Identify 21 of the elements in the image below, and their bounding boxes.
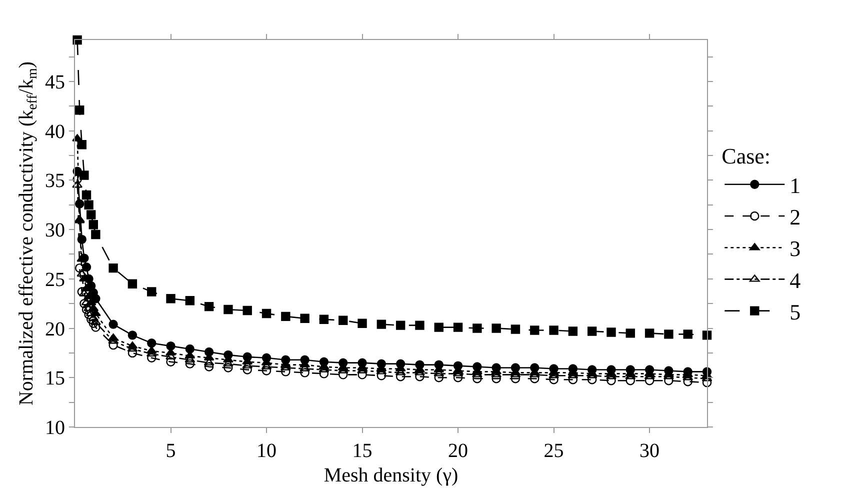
x-tick-label: 20 [448,440,468,462]
x-axis-title: Mesh density (γ) [324,464,458,486]
x-tick-label: 10 [256,440,277,462]
legend-label: 3 [790,236,801,262]
legend-label: 5 [790,299,801,324]
x-tick-label: 30 [640,440,660,462]
y-tick-label: 20 [45,318,65,340]
y-tick-label: 15 [45,368,65,390]
x-tick-label: 25 [544,440,564,462]
x-tick-label: 5 [166,440,176,462]
y-tick-label: 30 [45,220,65,242]
legend-label: 1 [790,172,801,198]
legend-label: 2 [790,204,801,230]
y-tick-label: 45 [45,71,65,94]
legend-label: 4 [790,268,801,293]
y-tick-label: 10 [45,417,65,439]
y-tick-label: 35 [45,170,65,192]
x-tick-label: 15 [352,440,372,462]
legend-title: Case: [722,144,771,169]
y-tick-label: 25 [45,268,65,291]
y-tick-label: 40 [45,120,65,143]
